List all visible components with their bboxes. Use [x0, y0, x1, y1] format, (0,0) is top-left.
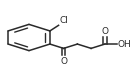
Text: OH: OH	[117, 40, 131, 49]
Text: O: O	[60, 57, 67, 66]
Text: Cl: Cl	[59, 16, 68, 25]
Text: O: O	[101, 27, 108, 36]
